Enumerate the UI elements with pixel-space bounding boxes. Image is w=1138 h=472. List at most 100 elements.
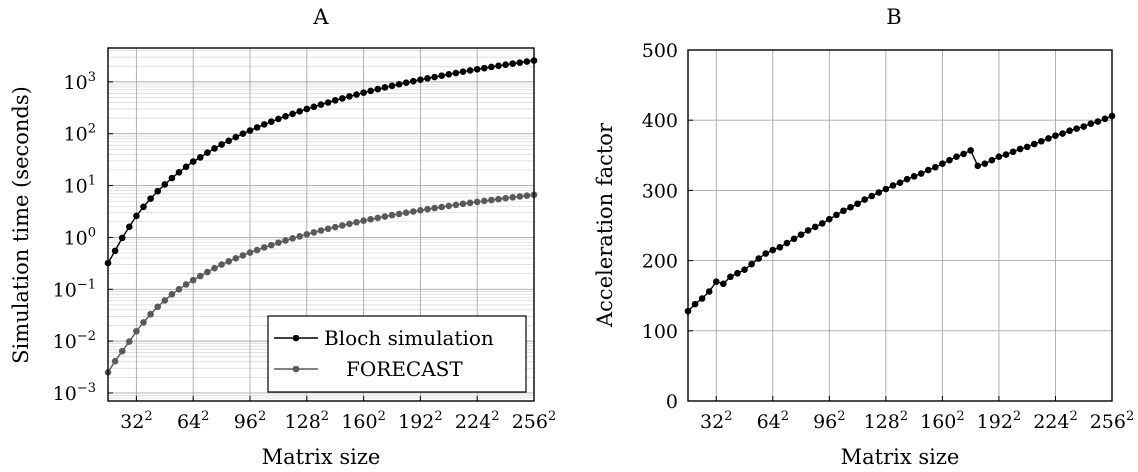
panel-a-y-tick-label-exponent: 2 [88,122,96,137]
data-point-acceleration [889,182,897,189]
data-point-acceleration [727,273,734,281]
data-point-forecast [289,235,296,242]
data-point-forecast [310,229,318,236]
data-point-bloch [431,73,438,81]
panel-b-x-tick-label-base: 256 [1090,411,1126,433]
data-point-forecast [246,249,254,256]
data-point-acceleration [826,215,833,223]
data-point-forecast [495,195,502,203]
data-point-bloch [204,149,211,157]
data-point-forecast [331,223,339,231]
data-point-bloch [161,181,169,188]
data-point-bloch [331,97,339,104]
data-point-acceleration [1030,140,1038,148]
data-point-bloch [424,75,431,82]
data-point-forecast [353,218,360,226]
data-point-forecast [452,201,460,209]
data-point-acceleration [1023,143,1031,151]
data-point-forecast [225,258,232,265]
data-point-bloch [189,158,197,165]
data-point-forecast [182,281,190,288]
data-point-bloch [147,195,154,202]
data-point-forecast [402,209,410,216]
data-point-acceleration [833,211,840,219]
panel-b-y-ticks: 0 100 200 300 400 500 [642,40,693,413]
legend-marker-bloch [292,334,300,342]
data-point-bloch [232,133,240,141]
data-point-bloch [154,187,161,195]
data-point-forecast [317,227,325,234]
data-point-forecast [275,239,282,247]
data-point-forecast [488,196,495,204]
data-point-acceleration [698,295,706,302]
data-point-acceleration [939,160,946,168]
data-point-forecast [509,194,516,201]
panel-a-y-axis-title: Simulation time (seconds) [9,86,33,364]
data-point-forecast [147,310,154,318]
data-point-acceleration [932,163,939,171]
panel-a-y-tick-label-exponent: 3 [88,70,96,85]
panel-a-x-tick-label: 1602 [341,409,386,433]
data-point-acceleration [1066,127,1073,135]
data-point-bloch [509,60,516,67]
data-point-bloch [317,101,325,108]
data-point-acceleration [854,200,861,208]
data-point-bloch [303,105,311,113]
panel-a-x-tick-label-base: 32 [120,411,144,433]
data-point-bloch [367,87,375,95]
data-point-forecast [260,244,268,251]
data-point-bloch [360,89,367,96]
panel-b-x-axis-title: Matrix size [841,445,960,469]
data-point-forecast [417,207,424,214]
data-point-forecast [438,203,446,211]
panel-b-x-tick-label-exponent: 2 [724,409,732,424]
data-point-bloch [275,115,282,123]
panel-a-y-tick-label: 100 [64,225,96,249]
data-point-acceleration [755,255,762,262]
panel-b-x-tick-label-base: 192 [977,411,1013,433]
data-point-acceleration [811,223,819,231]
legend-label-forecast: FORECAST [346,357,463,381]
data-point-acceleration [1038,137,1045,145]
panel-b-x-tick-label-base: 128 [864,411,900,433]
panel-a: A 322 642 962 1282 1602 1922 2242 2562 10−310−2… [9,5,556,469]
data-point-acceleration [1002,151,1010,158]
data-point-forecast [424,205,431,213]
panel-b-y-tick-label: 100 [642,321,678,343]
data-point-bloch [438,72,446,79]
panel-a-y-tick-label-base: 10 [64,176,88,198]
data-point-bloch [296,108,304,115]
panel-a-x-tick-label-exponent: 2 [548,409,556,424]
panel-a-y-tick-label: 103 [64,70,96,94]
data-point-bloch [417,76,424,84]
data-point-bloch [374,85,382,93]
data-point-forecast [523,192,531,199]
panel-a-y-tick-label: 10−3 [53,381,96,405]
panel-b-y-tick-label: 0 [666,391,678,413]
panel-a-x-axis-title: Matrix size [262,445,381,469]
data-point-acceleration [840,207,847,215]
data-point-forecast [324,225,332,233]
data-point-forecast [189,276,197,284]
panel-b-x-tick-label-exponent: 2 [900,409,908,424]
panel-b-x-tick-label-exponent: 2 [1126,409,1134,424]
data-point-forecast [360,217,367,225]
panel-b-y-tick-label: 300 [642,180,678,202]
data-point-bloch [246,127,254,134]
data-point-bloch [339,95,346,102]
data-point-forecast [395,210,403,218]
panel-a-x-tick-label-exponent: 2 [321,409,329,424]
data-point-bloch [324,99,332,106]
panel-b-x-tick-label-base: 224 [1033,411,1069,433]
data-point-forecast [516,193,524,200]
panel-a-x-tick-label-exponent: 2 [491,409,499,424]
data-point-acceleration [1080,123,1088,130]
panel-a-x-tick-label: 322 [120,409,152,433]
data-point-bloch [452,69,460,77]
data-point-forecast [445,202,453,210]
panel-a-y-tick-label-exponent: −3 [77,381,96,396]
data-point-forecast [197,272,204,280]
panel-a-x-tick-label-exponent: 2 [144,409,152,424]
panel-a-title: A [312,5,329,29]
